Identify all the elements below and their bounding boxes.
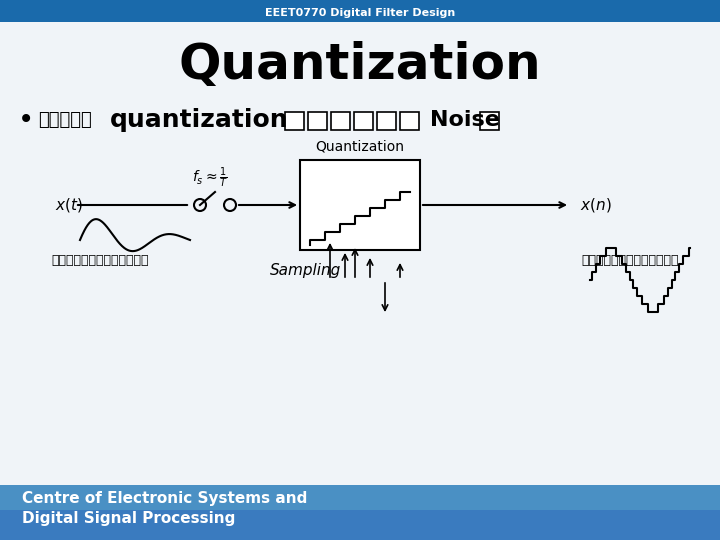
Text: $x(t)$: $x(t)$ bbox=[55, 196, 83, 214]
Text: quantization: quantization bbox=[110, 108, 289, 132]
Text: Sampling: Sampling bbox=[270, 262, 341, 278]
Bar bbox=[308, 112, 327, 130]
Text: EEET0770 Digital Filter Design: EEET0770 Digital Filter Design bbox=[265, 8, 455, 18]
Text: Digital Signal Processing: Digital Signal Processing bbox=[22, 510, 235, 525]
Text: สัญญาณดิจิตอล: สัญญาณดิจิตอล bbox=[581, 253, 679, 267]
Bar bbox=[0, 0, 720, 22]
Text: Quantization: Quantization bbox=[179, 41, 541, 89]
Text: Centre of Electronic Systems and: Centre of Electronic Systems and bbox=[22, 490, 307, 505]
Text: $f_s \approx \frac{1}{T}$: $f_s \approx \frac{1}{T}$ bbox=[192, 166, 228, 190]
Text: การทำ: การทำ bbox=[38, 111, 91, 129]
Text: สัญญาณแอนะลอก: สัญญาณแอนะลอก bbox=[51, 253, 149, 267]
Bar bbox=[331, 112, 350, 130]
Bar bbox=[400, 112, 419, 130]
Bar bbox=[0, 485, 720, 540]
Bar bbox=[377, 112, 396, 130]
Bar bbox=[354, 112, 373, 130]
Text: Quantization: Quantization bbox=[315, 140, 405, 154]
Text: Noise: Noise bbox=[430, 110, 500, 130]
Text: •: • bbox=[18, 106, 35, 134]
Bar bbox=[285, 112, 304, 130]
Bar bbox=[300, 160, 420, 250]
Bar bbox=[480, 112, 499, 130]
Text: $x(n)$: $x(n)$ bbox=[580, 196, 611, 214]
Bar bbox=[0, 510, 720, 540]
